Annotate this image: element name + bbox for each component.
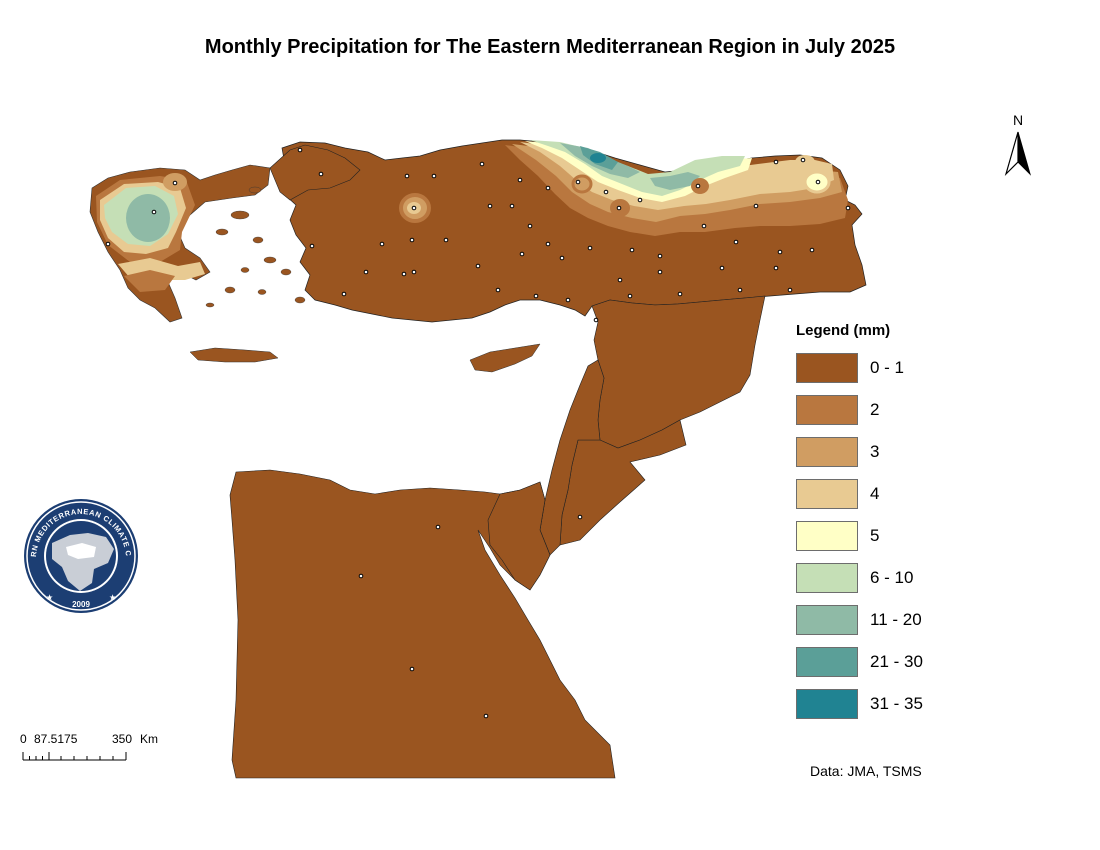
legend-swatch [796,521,858,551]
turkey-band-4mm [520,142,834,210]
north-arrow: N [1002,112,1034,183]
peloponnese-band-2mm [124,270,175,292]
legend-label: 31 - 35 [870,694,923,713]
legend-row: 2 [796,395,976,437]
legend-label: 4 [870,484,880,503]
scale-label-mid: 87.5175 [34,732,78,746]
legend-swatch [796,437,858,467]
greece-band-11-20mm [126,194,170,242]
scale-label-zero: 0 [20,732,27,746]
legend-row: 3 [796,437,976,479]
north-arrow-icon [1004,131,1032,177]
legend-swatch [796,647,858,677]
scale-unit: Km [140,732,158,746]
east-thrace [269,144,361,201]
legend-label: 5 [870,526,880,545]
spot-3mm-central [571,174,593,194]
legend-title: Legend (mm) [796,322,891,339]
legend-label: 21 - 30 [870,652,923,671]
sinai [487,481,551,591]
legend-label: 11 - 20 [870,610,922,629]
scale-label-max: 350 [112,732,133,746]
legend-label: 6 - 10 [870,568,914,587]
spot-4mm-east [795,155,815,169]
cyprus [469,343,541,373]
turkey-band-3mm [512,144,842,222]
legend-row: 6 - 10 [796,563,976,605]
legend-row: 21 - 30 [796,647,976,689]
data-credit: Data: JMA, TSMS [810,763,922,779]
legend-swatch [796,563,858,593]
scale-bar: 0 87.5175 350 Km [20,732,158,767]
logo-year: 2009 [72,600,90,609]
legend-row: 4 [796,479,976,521]
legend-swatch [796,605,858,635]
north-label: N [1012,112,1024,128]
scale-bar-ticks [22,752,127,761]
emcc-emblem: EASTERN MEDITERRANEAN CLIMATE CENTRE 200… [19,490,138,613]
turkey-band-2mm [505,145,848,236]
legend-row: 11 - 20 [796,605,976,647]
station-points [105,147,851,719]
legend-row: 5 [796,521,976,563]
star-icon: ★ [46,593,53,602]
crete [189,347,279,363]
legend-swatch [796,479,858,509]
emcc-logo: EASTERN MEDITERRANEAN CLIMATE CENTRE 200… [19,490,140,620]
legend-label: 0 - 1 [870,358,905,377]
levant-coast [539,359,605,556]
legend-swatch [796,689,858,719]
map-title: Monthly Precipitation for The Eastern Me… [204,36,896,58]
aegean-islands [205,186,306,308]
star-icon: ★ [109,593,116,602]
legend-row: 0 - 1 [796,353,976,395]
legend: Legend (mm) 0 - 1 2 3 4 5 6 - 10 11 - 20… [796,322,976,731]
turkey-band-11-20mm-east [650,172,700,190]
turkey-band-31-35mm [590,153,606,163]
legend-swatch [796,353,858,383]
legend-row: 31 - 35 [796,689,976,731]
legend-label: 3 [870,442,880,461]
legend-swatch [796,395,858,425]
legend-label: 2 [870,400,880,419]
